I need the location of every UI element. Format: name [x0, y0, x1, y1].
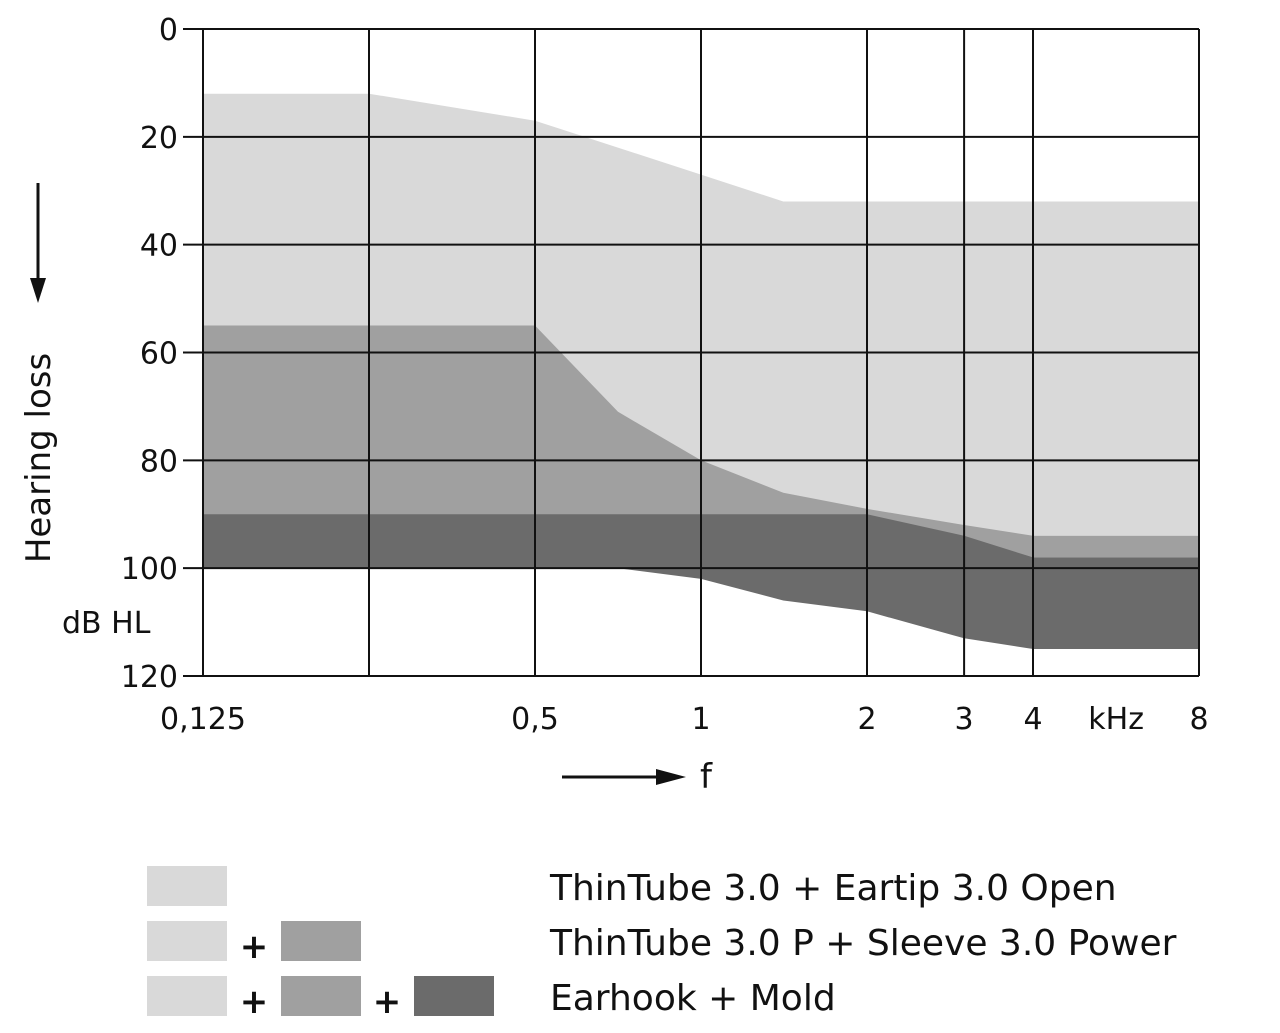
y-tick-label: 0: [159, 13, 178, 48]
legend-swatch: [281, 976, 361, 1016]
x-axis-ticks: 0,125 0,5 1 2 3 4 8: [160, 702, 1208, 737]
y-tick-label: 100: [121, 552, 178, 587]
legend-swatch: [147, 921, 227, 961]
x-tick-label: 4: [1023, 702, 1042, 737]
y-tick-label: 60: [140, 337, 178, 372]
y-axis-unit: dB HL: [62, 606, 151, 641]
legend-label: ThinTube 3.0 + Eartip 3.0 Open: [549, 868, 1117, 909]
y-tick-label: 120: [121, 660, 178, 695]
x-tick-label: 0,5: [511, 702, 559, 737]
y-axis-title: Hearing loss: [19, 353, 59, 563]
y-axis-arrow-head: [30, 278, 46, 303]
x-axis-label-group: kHz f: [562, 702, 1144, 797]
x-axis-arrow-head: [656, 769, 686, 785]
y-axis-label-group: Hearing loss dB HL: [19, 183, 151, 641]
x-axis-unit: kHz: [1088, 702, 1144, 737]
x-tick-label: 2: [857, 702, 876, 737]
legend-swatch: [147, 976, 227, 1016]
y-tick-label: 20: [140, 121, 178, 156]
legend-swatch: [414, 976, 494, 1016]
legend-plus-sign: +: [240, 927, 269, 967]
legend-label: Earhook + Mold: [550, 978, 836, 1019]
legend-plus-sign: +: [240, 982, 269, 1022]
legend: ThinTube 3.0 + Eartip 3.0 Open + ThinTube …: [147, 866, 1177, 1022]
legend-swatch: [281, 921, 361, 961]
y-tick-label: 40: [140, 229, 178, 264]
x-axis-title: f: [700, 757, 713, 797]
x-tick-label: 8: [1189, 702, 1208, 737]
legend-plus-sign: +: [373, 982, 402, 1022]
legend-label: ThinTube 3.0 P + Sleeve 3.0 Power: [549, 923, 1177, 964]
area-series-2: [203, 325, 1199, 569]
y-tick-label: 80: [140, 444, 178, 479]
chart-grid: [183, 28, 1200, 677]
y-axis-ticks: 0 20 40 60 80 100 120: [121, 13, 178, 695]
x-tick-label: 3: [955, 702, 974, 737]
x-tick-label: 0,125: [160, 702, 246, 737]
area-series-3: [203, 514, 1199, 649]
x-tick-label: 1: [691, 702, 710, 737]
legend-swatch: [147, 866, 227, 906]
